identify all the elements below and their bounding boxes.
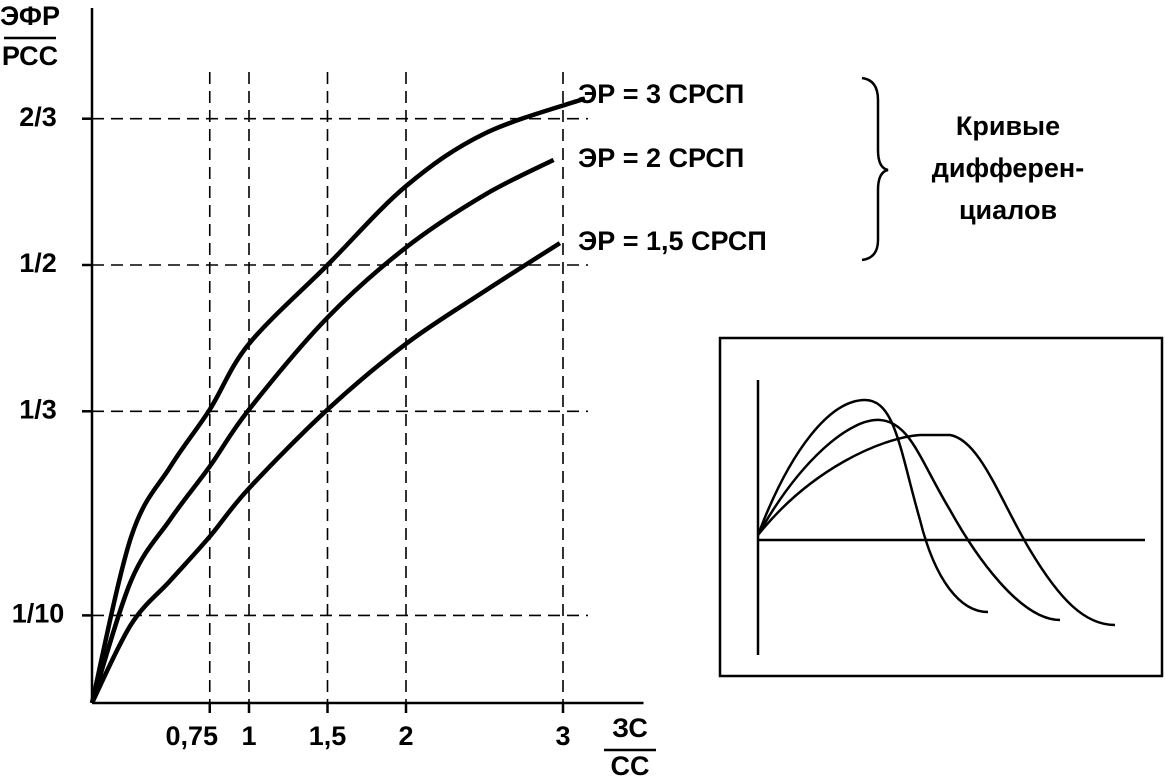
x-tick-label: 1 <box>241 721 256 751</box>
x-label-denominator: СС <box>611 751 650 781</box>
line <box>89 157 555 704</box>
y-tick-label: 2/3 <box>19 102 57 132</box>
annotation: Кривые <box>956 111 1060 141</box>
x-tick-label: 2 <box>398 721 413 751</box>
legend-label: ЭР = 1,5 СРСП <box>578 226 767 256</box>
legend-label: ЭР = 3 СРСП <box>578 79 744 109</box>
line <box>89 96 586 704</box>
y-label-denominator: РСС <box>2 41 58 71</box>
x-tick-label: 0,75 <box>165 721 218 751</box>
y-tick-label: 1/3 <box>19 394 57 424</box>
y-tick-label: 1/10 <box>12 599 65 629</box>
x-tick-label: 1,5 <box>309 721 347 751</box>
brace <box>861 76 889 262</box>
annotation: циалов <box>959 195 1057 225</box>
line <box>89 241 562 705</box>
inset <box>718 336 1164 678</box>
y-tick-label: 1/2 <box>19 248 57 278</box>
x-tick-label: 3 <box>555 721 570 751</box>
y-label-numerator: ЭФР <box>0 1 60 31</box>
legend-label: ЭР = 2 СРСП <box>578 143 744 173</box>
x-label-numerator: ЗС <box>612 713 648 743</box>
annotation: дифферен- <box>932 153 1084 183</box>
